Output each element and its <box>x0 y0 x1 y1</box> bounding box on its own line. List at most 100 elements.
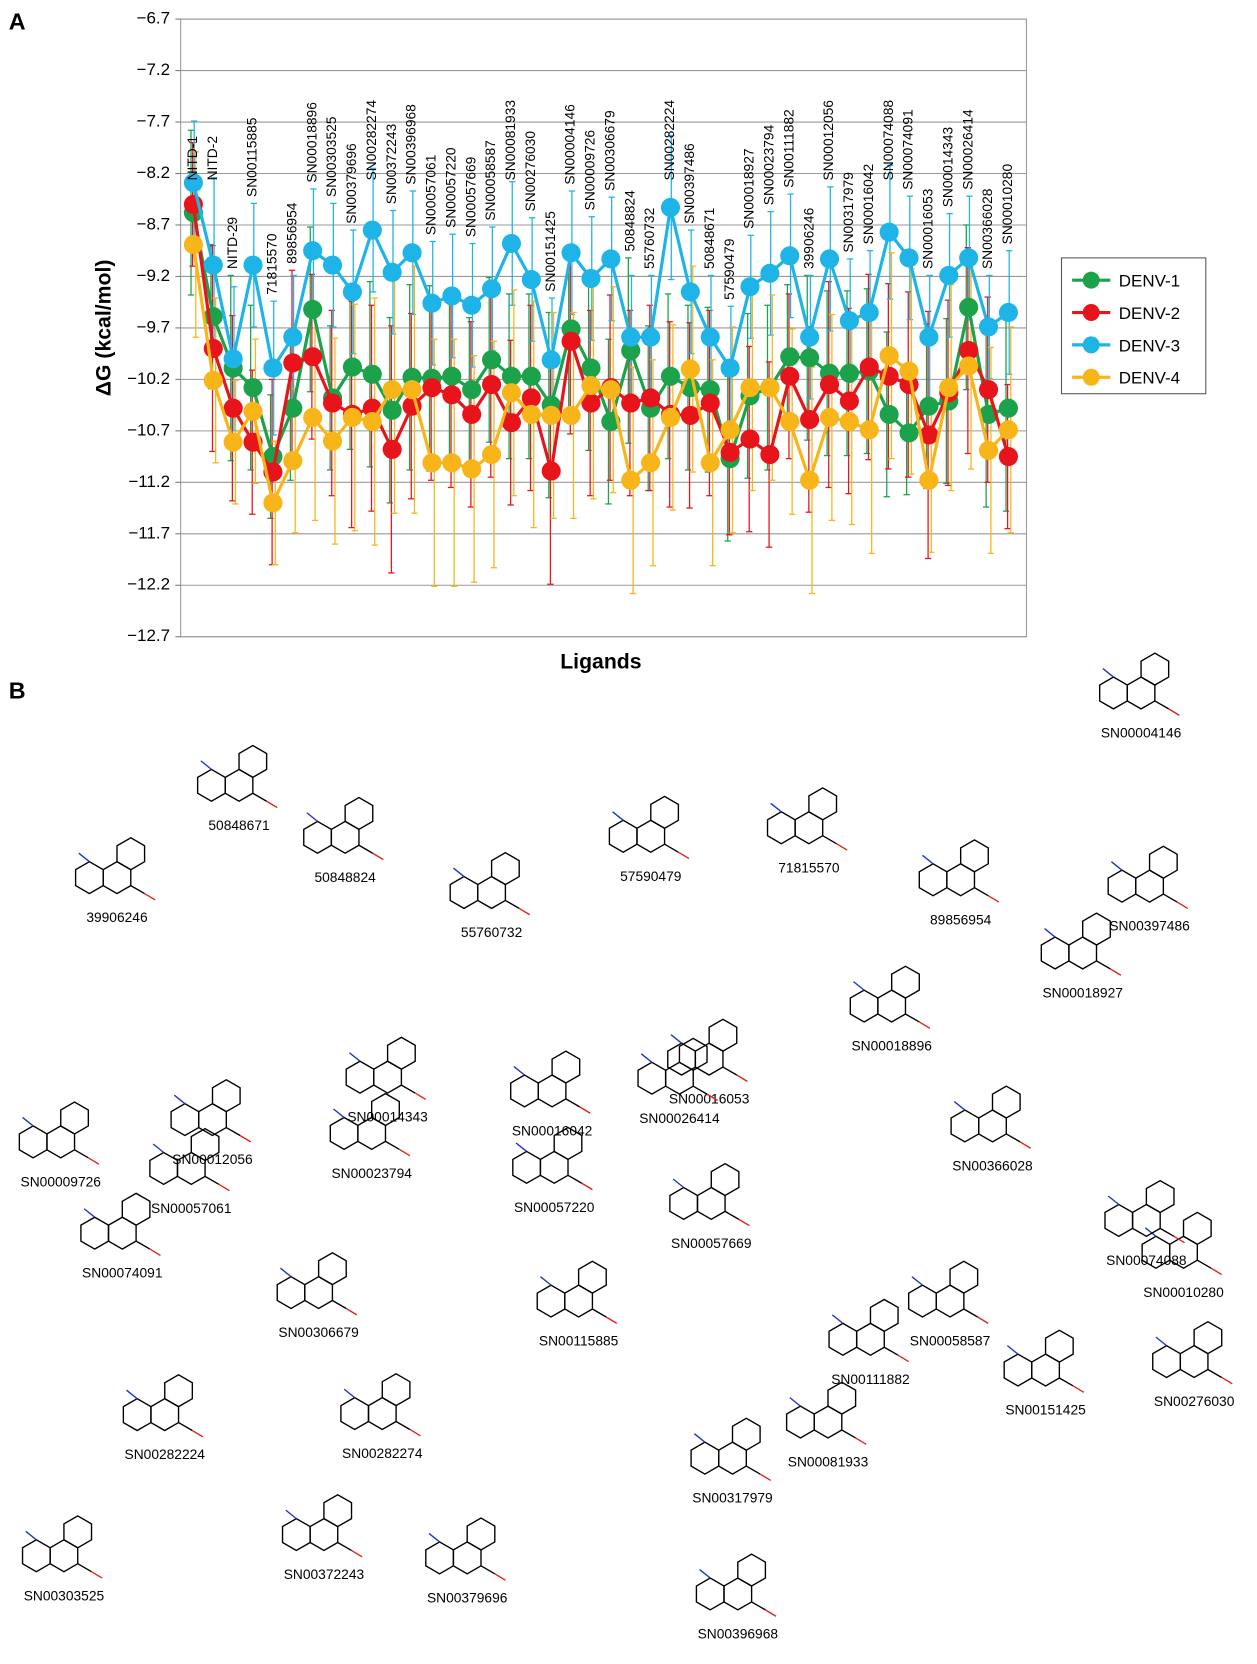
structure-label: SN00057669 <box>671 1236 752 1251</box>
point <box>720 358 740 378</box>
bond-o <box>144 892 156 901</box>
point <box>621 327 641 347</box>
ring <box>425 1541 455 1575</box>
structure-label: SN00074088 <box>1106 1253 1187 1268</box>
point <box>482 350 502 370</box>
point <box>382 400 402 420</box>
point <box>641 327 661 347</box>
point <box>462 404 482 424</box>
ring <box>164 1374 194 1408</box>
category-label: SN00366028 <box>980 188 995 269</box>
y-tick-label: −11.7 <box>128 523 170 542</box>
category-label: SN00016042 <box>861 164 876 244</box>
bond <box>358 844 374 854</box>
point <box>780 347 800 367</box>
bond <box>841 1429 856 1439</box>
structure-label: SN00317979 <box>692 1491 773 1506</box>
bond-o <box>706 1093 718 1102</box>
bond-n <box>22 1116 34 1127</box>
molecule: SN00026414 <box>637 1037 720 1126</box>
molecule: SN00004146 <box>1098 652 1182 741</box>
y-axis-label: ΔG (kcal/mol) <box>93 260 116 397</box>
ring <box>949 1260 979 1294</box>
point <box>800 348 820 368</box>
point <box>919 327 939 347</box>
point <box>183 173 203 193</box>
structure-label: SN00057220 <box>514 1200 595 1215</box>
bond-o <box>579 1106 591 1114</box>
ring <box>329 1116 359 1151</box>
bond-n <box>1102 668 1114 678</box>
structure-label: SN00018896 <box>851 1039 932 1054</box>
point <box>581 393 601 413</box>
bond <box>204 1175 220 1185</box>
ring <box>1003 1353 1033 1387</box>
y-tick-label: −12.2 <box>127 575 170 594</box>
category-label: SN00057220 <box>443 147 458 228</box>
ring <box>1104 1203 1134 1238</box>
ring <box>449 875 479 910</box>
point <box>700 453 720 473</box>
category-label: SN00057669 <box>463 156 478 237</box>
bond <box>724 1210 740 1220</box>
molecule: SN00012056 <box>170 1078 253 1167</box>
ring <box>695 1577 725 1611</box>
bond-n <box>789 1397 801 1407</box>
point <box>382 380 402 400</box>
y-tick-label: −8.7 <box>137 214 171 233</box>
point <box>501 366 522 386</box>
category-label: SN00009726 <box>583 130 598 211</box>
ring <box>190 1127 220 1162</box>
point <box>700 393 720 413</box>
y-tick-label: −11.2 <box>128 472 170 491</box>
category-label: SN00372243 <box>384 123 399 204</box>
structure-label: SN00303525 <box>24 1588 105 1603</box>
bond-o <box>759 1473 772 1481</box>
bond-o <box>518 907 531 916</box>
point <box>342 407 362 428</box>
molecule: 71815570 <box>766 787 848 875</box>
bond-o <box>1221 1376 1233 1385</box>
bond-n <box>672 1178 685 1189</box>
bond <box>77 1563 92 1573</box>
point <box>879 346 899 366</box>
point <box>303 347 323 367</box>
category-label: 57590479 <box>722 238 737 300</box>
ring <box>196 768 226 803</box>
molecule: 57590479 <box>608 795 690 884</box>
point <box>541 350 561 370</box>
molecule: SN00276030 <box>1152 1320 1235 1409</box>
structure-label: SN00004146 <box>1101 726 1182 741</box>
bond <box>963 1308 978 1318</box>
point <box>660 366 681 386</box>
point <box>501 383 522 403</box>
legend-marker <box>1082 336 1100 354</box>
bond <box>225 1126 241 1137</box>
point <box>342 357 362 377</box>
point <box>919 396 939 416</box>
legend-marker <box>1082 304 1100 322</box>
category-label: SN00026414 <box>960 109 975 190</box>
point <box>978 317 999 337</box>
point <box>998 420 1018 440</box>
bond <box>664 843 679 853</box>
ring <box>149 1151 179 1186</box>
point <box>442 385 462 405</box>
point <box>303 241 323 261</box>
molecule: SN00306679 <box>276 1251 359 1340</box>
bond <box>130 884 145 895</box>
bond <box>745 1465 761 1475</box>
category-label: 39906246 <box>801 207 816 269</box>
point <box>581 376 601 396</box>
bond-n <box>452 867 465 878</box>
category-label: SN00074088 <box>881 100 896 181</box>
point <box>521 269 541 290</box>
panel-label: A <box>9 9 26 35</box>
bond <box>401 1084 416 1094</box>
point <box>581 358 601 378</box>
point <box>720 442 740 463</box>
bond <box>1196 1259 1212 1269</box>
bond-o <box>494 1573 506 1581</box>
point <box>998 447 1018 467</box>
